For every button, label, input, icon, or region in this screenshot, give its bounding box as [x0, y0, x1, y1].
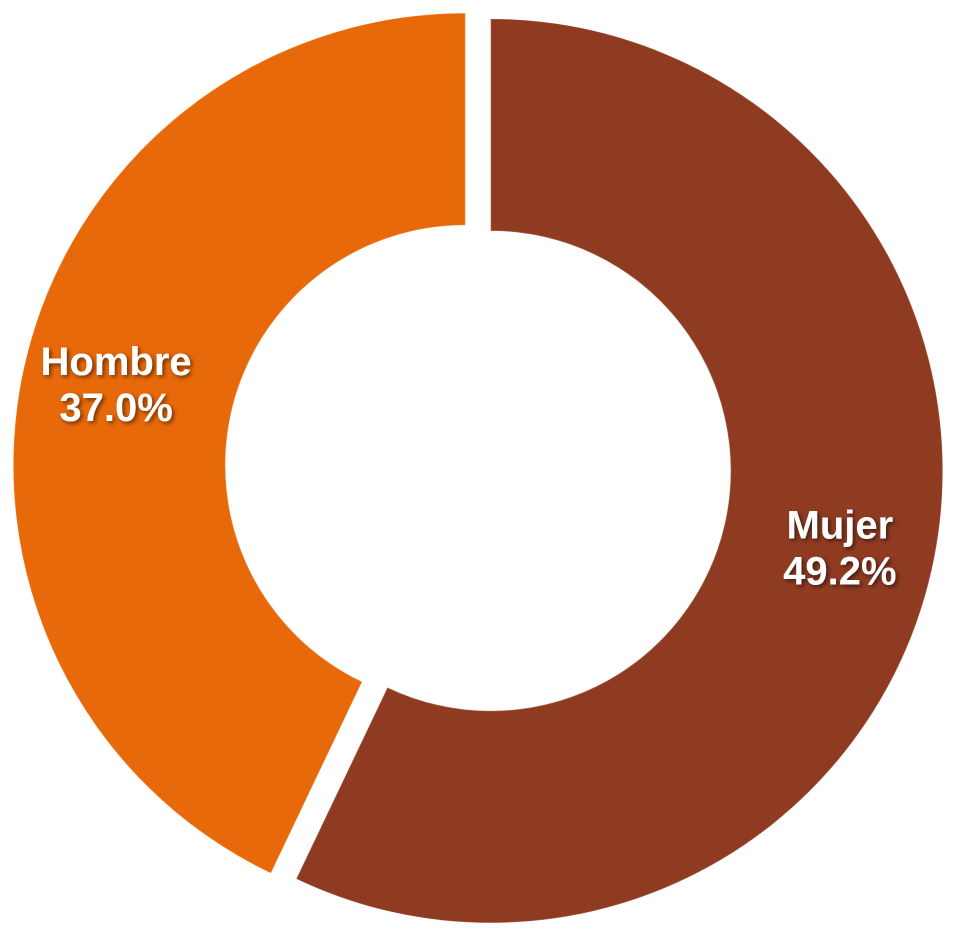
slice-value-label: 37.0%: [59, 386, 172, 430]
slice-value-label: 49.2%: [783, 549, 896, 593]
slice-label: Mujer: [787, 503, 894, 547]
slice: [295, 18, 944, 924]
slice: [12, 12, 466, 874]
slices: [12, 12, 944, 924]
slice-label: Hombre: [41, 340, 192, 384]
